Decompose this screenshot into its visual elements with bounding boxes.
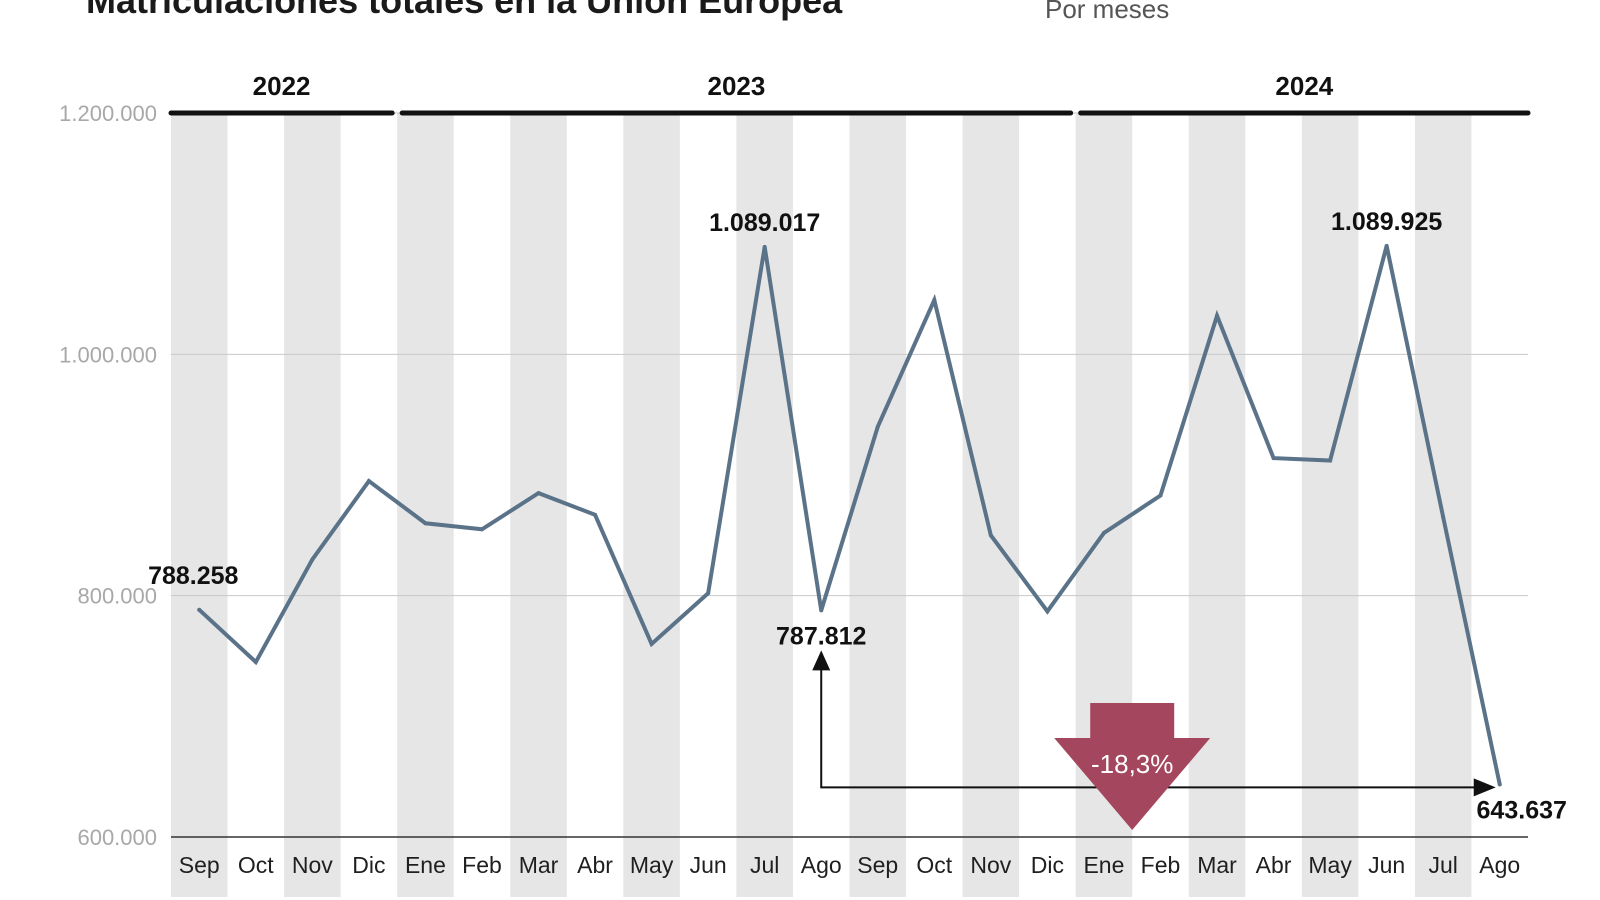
arrow-head-right [1473,778,1496,797]
chart-subtitle: Por meses [1045,0,1170,24]
data-point [197,607,202,612]
data-point [875,424,880,429]
data-point [423,521,428,526]
x-tick-label: Dic [1031,852,1064,878]
x-tick-label: Oct [238,852,274,878]
change-percent-label: -18,3% [1091,749,1173,779]
month-band [1301,113,1359,897]
data-point [366,479,371,484]
data-point [1271,456,1276,461]
data-label: 1.089.925 [1331,208,1442,236]
data-point [479,527,484,532]
series-layer [197,243,1502,787]
month-bands [171,113,1472,897]
year-label: 2022 [253,71,311,101]
x-tick-label: Ago [1479,852,1520,878]
data-point [706,591,711,596]
data-point [1441,515,1446,520]
month-band [397,113,454,897]
y-tick-label: 1.000.000 [59,342,157,367]
data-point [649,641,654,646]
data-label: 643.637 [1477,796,1567,824]
y-tick-label: 800.000 [77,584,157,609]
x-tick-label: Feb [462,852,502,878]
month-band [962,113,1020,897]
data-point [1045,609,1050,614]
y-tick-label: 1.200.000 [59,101,157,126]
month-band [623,113,680,897]
month-band [171,113,228,897]
x-tick-label: Ene [1083,852,1124,878]
x-tick-label: Nov [970,852,1011,878]
data-point [819,608,824,613]
data-label: 787.812 [776,622,866,650]
data-point [593,512,598,517]
year-brackets: 2022 2023 2024 [168,71,1531,116]
y-axis: 600.000 800.000 1.000.000 1.200.000 [59,101,157,850]
data-label: 1.089.017 [709,209,820,237]
x-tick-label: May [630,852,674,878]
x-axis: Sep Oct Nov Dic Ene Feb Mar Abr May Jun Jul Ago Sep O… [179,852,1520,878]
x-tick-label: Ago [801,852,842,878]
data-labels: 788.258 1.089.017 787.812 1.089.925 643.637 [148,208,1567,825]
x-tick-label: Jun [690,852,727,878]
data-point [1158,493,1163,498]
data-point [988,533,993,538]
data-point [1384,243,1389,248]
x-tick-label: May [1308,852,1352,878]
data-point [536,491,541,496]
arrow-head-up [812,650,831,671]
chart-title: Matriculaciones totales en la Unión Euro… [86,0,843,21]
x-tick-label: Mar [519,852,559,878]
x-tick-label: Mar [1197,852,1237,878]
x-tick-label: Jul [750,852,779,878]
month-band [284,113,341,897]
data-label: 788.258 [148,562,238,590]
month-band [1188,113,1246,897]
x-tick-label: Oct [916,852,952,878]
data-point [1215,313,1220,318]
month-band [849,113,907,897]
year-label: 2024 [1275,71,1333,101]
x-tick-label: Abr [577,852,613,878]
change-badge: -18,3% [1054,703,1211,830]
down-arrow-badge [1054,703,1211,830]
x-tick-label: Nov [292,852,333,878]
series-line [197,245,1502,787]
data-point [762,244,767,249]
data-point [1328,458,1333,463]
x-tick-label: Abr [1256,852,1292,878]
month-band [736,113,793,897]
x-tick-label: Jun [1368,852,1405,878]
y-tick-label: 600.000 [77,825,157,850]
x-tick-label: Jul [1428,852,1457,878]
comparison-arrow-line [820,660,1482,789]
year-label: 2023 [707,71,765,101]
month-band [1414,113,1472,897]
x-tick-label: Sep [857,852,898,878]
data-point [310,557,315,562]
data-point [932,298,937,303]
data-point [1497,782,1502,787]
data-point [1101,530,1106,535]
data-point [253,660,258,665]
x-tick-label: Sep [179,852,220,878]
comparison-arrow [812,650,1496,797]
x-tick-label: Feb [1141,852,1181,878]
x-tick-label: Dic [352,852,385,878]
x-tick-label: Ene [405,852,446,878]
